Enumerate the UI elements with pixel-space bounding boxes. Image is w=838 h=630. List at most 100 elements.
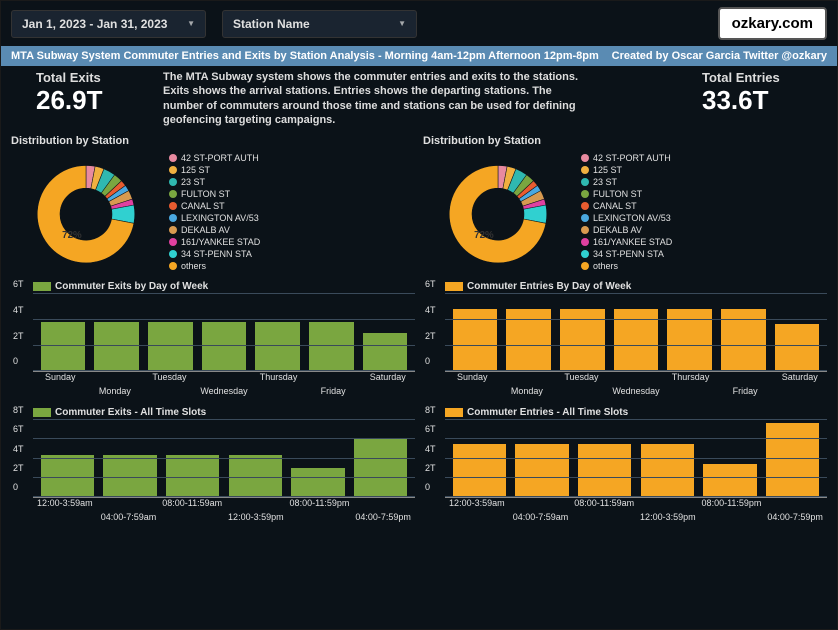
- legend-item[interactable]: 125 ST: [169, 165, 260, 175]
- y-tick-label: 4T: [13, 305, 24, 315]
- legend-item[interactable]: CANAL ST: [581, 201, 672, 211]
- y-tick-label: 2T: [13, 331, 24, 341]
- bar[interactable]: [354, 438, 408, 497]
- bar[interactable]: [255, 322, 300, 371]
- exits-dow-xlabels: SundayMondayTuesdayWednesdayThursdayFrid…: [33, 372, 415, 406]
- entries-ts-swatch: [445, 408, 463, 417]
- x-tick-label: 08:00-11:59pm: [290, 498, 350, 508]
- entries-ts-xlabels: 12:00-3:59am04:00-7:59am08:00-11:59am12:…: [445, 498, 827, 532]
- x-tick-label: Wednesday: [200, 386, 247, 396]
- legend-swatch: [169, 202, 177, 210]
- legend-swatch: [581, 262, 589, 270]
- entries-distribution-title: Distribution by Station: [423, 135, 827, 147]
- bar[interactable]: [309, 322, 354, 371]
- legend-item[interactable]: FULTON ST: [581, 189, 672, 199]
- x-tick-label: 04:00-7:59am: [101, 512, 157, 522]
- legend-item[interactable]: DEKALB AV: [581, 225, 672, 235]
- legend-item[interactable]: LEXINGTON AV/53: [581, 213, 672, 223]
- grid-line: [445, 477, 827, 478]
- x-tick-label: Friday: [321, 386, 346, 396]
- legend-item[interactable]: 23 ST: [169, 177, 260, 187]
- bar[interactable]: [453, 444, 507, 497]
- y-tick-label: 2T: [425, 331, 436, 341]
- exits-ts-swatch: [33, 408, 51, 417]
- description-text: The MTA Subway system shows the commuter…: [159, 70, 589, 127]
- grid-line: [33, 419, 415, 420]
- station-dropdown[interactable]: Station Name ▼: [222, 10, 417, 38]
- legend-swatch: [169, 190, 177, 198]
- legend-item[interactable]: DEKALB AV: [169, 225, 260, 235]
- legend-label: 34 ST-PENN STA: [593, 249, 664, 259]
- legend-item[interactable]: 42 ST-PORT AUTH: [169, 153, 260, 163]
- x-tick-label: Tuesday: [564, 372, 598, 382]
- legend-label: LEXINGTON AV/53: [181, 213, 259, 223]
- bar[interactable]: [641, 444, 695, 497]
- legend-item[interactable]: FULTON ST: [169, 189, 260, 199]
- legend-item[interactable]: 23 ST: [581, 177, 672, 187]
- y-tick-label: 0: [425, 482, 430, 492]
- bar[interactable]: [775, 324, 820, 371]
- legend-item[interactable]: 34 ST-PENN STA: [581, 249, 672, 259]
- bar[interactable]: [94, 322, 139, 371]
- legend-label: LEXINGTON AV/53: [593, 213, 671, 223]
- bar[interactable]: [766, 423, 820, 497]
- entries-donut-chart: 72% 42 ST-PORT AUTH 125 ST 23 ST FULTON ST C…: [423, 147, 827, 277]
- y-tick-label: 6T: [13, 424, 24, 434]
- legend-item[interactable]: 34 ST-PENN STA: [169, 249, 260, 259]
- legend-item[interactable]: 161/YANKEE STAD: [581, 237, 672, 247]
- bar[interactable]: [148, 322, 193, 371]
- legend-swatch: [581, 166, 589, 174]
- x-tick-label: 12:00-3:59am: [37, 498, 93, 508]
- legend-item[interactable]: 161/YANKEE STAD: [169, 237, 260, 247]
- legend-label: 125 ST: [593, 165, 622, 175]
- y-tick-label: 0: [13, 356, 18, 366]
- legend-swatch: [581, 154, 589, 162]
- bar[interactable]: [578, 444, 632, 497]
- bar[interactable]: [515, 444, 569, 497]
- grid-line: [33, 370, 415, 371]
- legend-label: FULTON ST: [593, 189, 642, 199]
- y-tick-label: 2T: [13, 463, 24, 473]
- legend-label: 42 ST-PORT AUTH: [181, 153, 259, 163]
- legend-label: CANAL ST: [593, 201, 637, 211]
- legend-swatch: [169, 166, 177, 174]
- total-exits-value: 26.9T: [36, 85, 151, 116]
- legend-label: 34 ST-PENN STA: [181, 249, 252, 259]
- x-tick-label: 04:00-7:59am: [513, 512, 569, 522]
- entries-ts-title: Commuter Entries - All Time Slots: [467, 407, 628, 418]
- filter-bar: Jan 1, 2023 - Jan 31, 2023 ▼ Station Nam…: [1, 1, 837, 46]
- legend-item[interactable]: CANAL ST: [169, 201, 260, 211]
- bar[interactable]: [41, 322, 86, 371]
- legend-swatch: [169, 178, 177, 186]
- legend-item[interactable]: LEXINGTON AV/53: [169, 213, 260, 223]
- bar[interactable]: [703, 464, 757, 498]
- y-tick-label: 8T: [13, 405, 24, 415]
- chevron-down-icon: ▼: [187, 19, 195, 28]
- legend-item[interactable]: others: [169, 261, 260, 271]
- date-range-dropdown[interactable]: Jan 1, 2023 - Jan 31, 2023 ▼: [11, 10, 206, 38]
- x-tick-label: Saturday: [370, 372, 406, 382]
- x-tick-label: Sunday: [457, 372, 488, 382]
- legend-item[interactable]: others: [581, 261, 672, 271]
- grid-line: [445, 319, 827, 320]
- x-tick-label: Thursday: [672, 372, 710, 382]
- bar[interactable]: [291, 468, 345, 497]
- legend-label: CANAL ST: [181, 201, 225, 211]
- x-tick-label: Friday: [733, 386, 758, 396]
- x-tick-label: Saturday: [782, 372, 818, 382]
- bar[interactable]: [202, 322, 247, 371]
- x-tick-label: Thursday: [260, 372, 298, 382]
- legend-label: 42 ST-PORT AUTH: [593, 153, 671, 163]
- legend-label: others: [593, 261, 618, 271]
- bar[interactable]: [363, 333, 408, 372]
- x-tick-label: 08:00-11:59am: [574, 498, 634, 508]
- exits-dow-plot: 02T4T6T: [33, 294, 415, 372]
- legend-item[interactable]: 125 ST: [581, 165, 672, 175]
- x-tick-label: 12:00-3:59pm: [228, 512, 284, 522]
- chevron-down-icon: ▼: [398, 19, 406, 28]
- y-tick-label: 6T: [425, 424, 436, 434]
- donut-main-pct: 72%: [474, 230, 494, 241]
- y-tick-label: 4T: [425, 305, 436, 315]
- legend-item[interactable]: 42 ST-PORT AUTH: [581, 153, 672, 163]
- legend-swatch: [581, 226, 589, 234]
